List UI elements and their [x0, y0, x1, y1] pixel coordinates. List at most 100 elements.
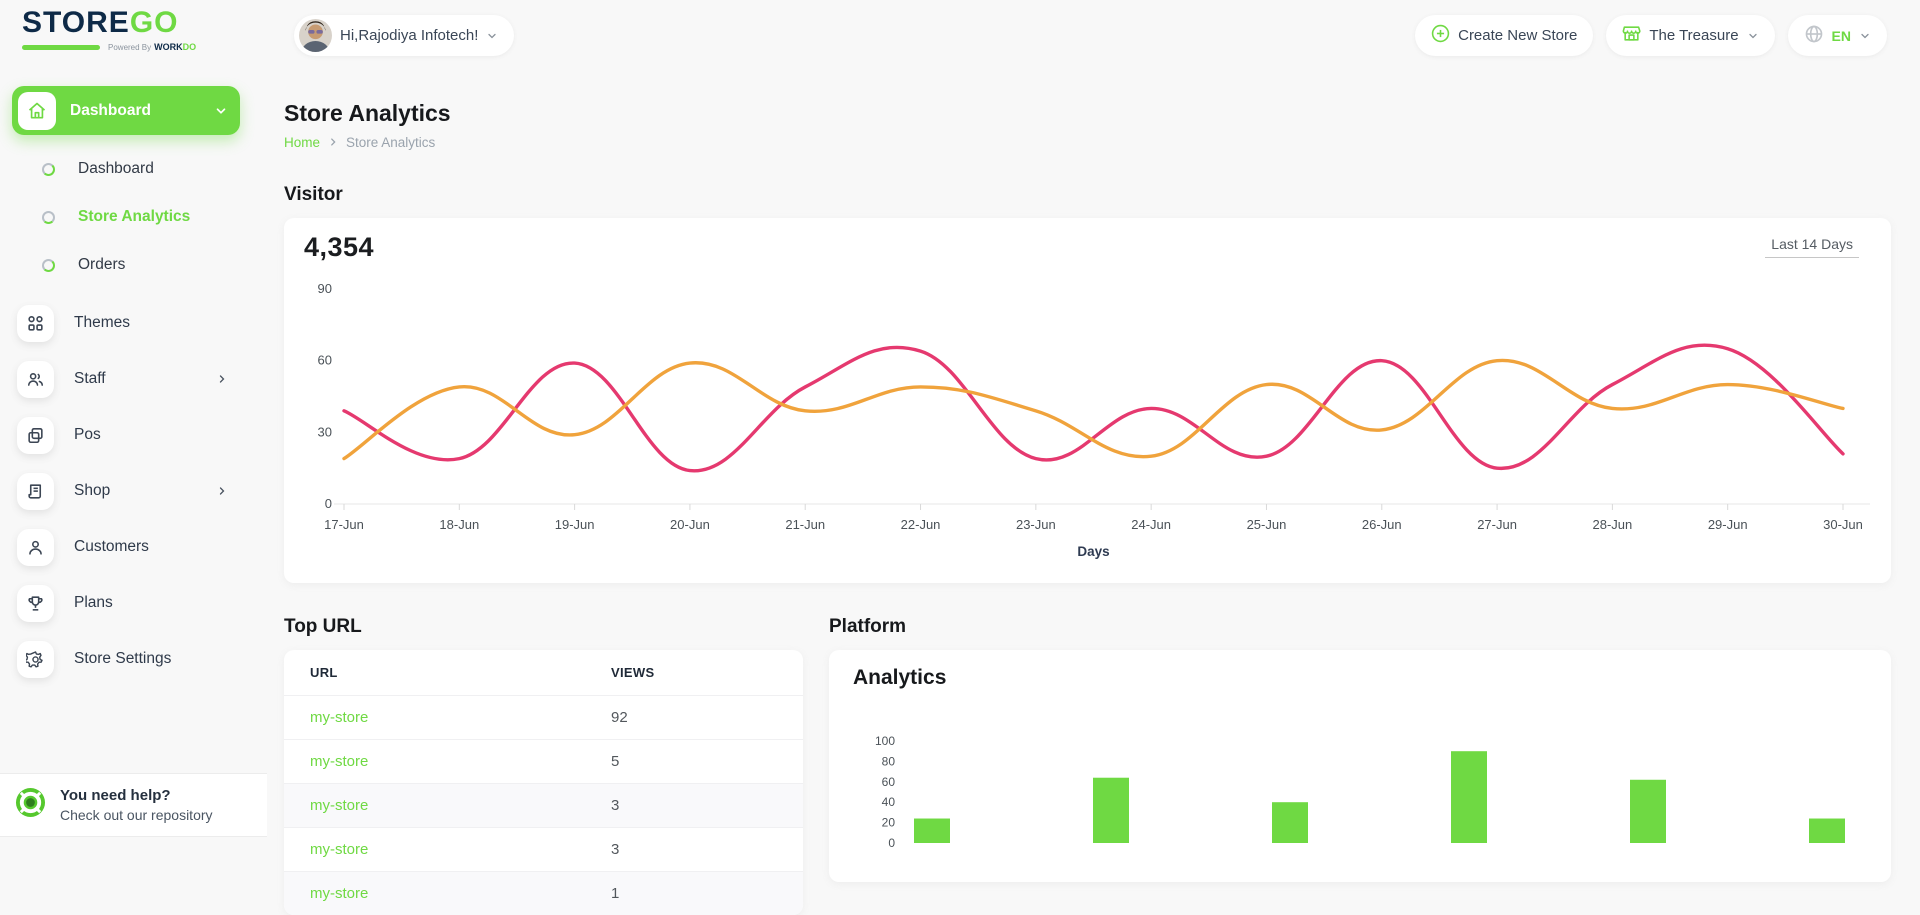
- sidebar-group-label: Dashboard: [70, 102, 214, 120]
- dot-icon: [42, 211, 55, 224]
- top-url-card: URL VIEWS my-store 92 my-store 5: [284, 650, 803, 915]
- sidebar-item-label: Staff: [74, 370, 106, 388]
- sidebar-item-shop[interactable]: Shop: [12, 463, 240, 519]
- views-value: 3: [585, 784, 803, 828]
- sidebar-item-label: Customers: [74, 538, 149, 556]
- url-link[interactable]: my-store: [310, 753, 368, 770]
- sidebar-item-pos[interactable]: Pos: [12, 407, 240, 463]
- sidebar-sublist: Dashboard Store Analytics Orders: [12, 145, 240, 289]
- sidebar-item-orders[interactable]: Orders: [12, 241, 240, 289]
- gear-icon: [17, 641, 54, 678]
- dot-icon: [42, 259, 55, 272]
- sidebar-group-dashboard[interactable]: Dashboard: [12, 86, 240, 135]
- views-value: 92: [585, 696, 803, 740]
- views-value: 1: [585, 872, 803, 915]
- storefront-icon: [1622, 24, 1641, 47]
- chevron-down-icon: [214, 104, 228, 118]
- app-logo[interactable]: STOREGO Powered By WORKDO: [22, 8, 222, 52]
- svg-text:40: 40: [882, 795, 896, 809]
- breadcrumb-current: Store Analytics: [346, 135, 435, 150]
- svg-text:26-Jun: 26-Jun: [1362, 517, 1402, 532]
- svg-text:0: 0: [325, 496, 332, 511]
- sidebar-item-plans[interactable]: Plans: [12, 575, 240, 631]
- themes-grid-icon: [17, 305, 54, 342]
- date-range-selector[interactable]: Last 14 Days: [1765, 236, 1859, 258]
- header: STOREGO Powered By WORKDO Hi,Rajodiya In…: [0, 0, 1920, 70]
- sidebar-item-store-analytics[interactable]: Store Analytics: [12, 193, 240, 241]
- customer-user-icon: [17, 529, 54, 566]
- svg-text:19-Jun: 19-Jun: [555, 517, 595, 532]
- svg-text:20-Jun: 20-Jun: [670, 517, 710, 532]
- chevron-down-icon: [486, 30, 498, 42]
- sidebar-item-customers[interactable]: Customers: [12, 519, 240, 575]
- svg-text:100: 100: [875, 734, 895, 748]
- logo-underline-bar: [22, 45, 100, 50]
- sidebar-item-themes[interactable]: Themes: [12, 295, 240, 351]
- url-link[interactable]: my-store: [310, 841, 368, 858]
- logo-store-text: STORE: [22, 6, 130, 39]
- user-avatar: [299, 19, 332, 52]
- lifebuoy-icon: [15, 787, 46, 823]
- sidebar-item-label: Dashboard: [78, 160, 154, 178]
- svg-text:20: 20: [882, 816, 896, 830]
- breadcrumb: Home Store Analytics: [284, 135, 1891, 150]
- svg-text:30: 30: [318, 424, 332, 439]
- top-url-table: URL VIEWS my-store 92 my-store 5: [284, 650, 803, 915]
- sidebar-item-store-settings[interactable]: Store Settings: [12, 631, 240, 687]
- user-avatar-image: [299, 19, 332, 52]
- svg-text:Days: Days: [1077, 544, 1109, 559]
- svg-text:18-Jun: 18-Jun: [439, 517, 479, 532]
- platform-card-title: Analytics: [853, 666, 946, 690]
- top-url-column: Top URL URL VIEWS my-store 92: [284, 616, 803, 915]
- help-text: You need help? Check out our repository: [60, 787, 213, 823]
- views-value: 3: [585, 828, 803, 872]
- svg-text:30-Jun: 30-Jun: [1823, 517, 1863, 532]
- url-link[interactable]: my-store: [310, 797, 368, 814]
- table-header-row: URL VIEWS: [284, 650, 803, 696]
- language-label: EN: [1832, 28, 1851, 44]
- svg-text:90: 90: [318, 281, 332, 296]
- logo-text: STOREGO: [22, 8, 222, 38]
- workdo-accent: DO: [183, 42, 197, 52]
- chevron-down-icon: [1859, 30, 1871, 42]
- breadcrumb-home-link[interactable]: Home: [284, 135, 320, 150]
- language-selector-button[interactable]: EN: [1788, 15, 1887, 56]
- help-box: You need help? Check out our repository: [0, 773, 267, 837]
- main-content: Store Analytics Home Store Analytics Vis…: [284, 80, 1891, 915]
- table-row: my-store 1: [284, 872, 803, 915]
- sidebar-item-label: Orders: [78, 256, 125, 274]
- sidebar-item-staff[interactable]: Staff: [12, 351, 240, 407]
- table-row: my-store 92: [284, 696, 803, 740]
- plus-circle-icon: [1431, 24, 1450, 47]
- svg-text:27-Jun: 27-Jun: [1477, 517, 1517, 532]
- table-row: my-store 3: [284, 828, 803, 872]
- svg-text:23-Jun: 23-Jun: [1016, 517, 1056, 532]
- sidebar-item-label: Shop: [74, 482, 110, 500]
- sidebar-item-dashboard[interactable]: Dashboard: [12, 145, 240, 193]
- sidebar-item-label: Store Settings: [74, 650, 171, 668]
- svg-text:60: 60: [882, 775, 896, 789]
- svg-text:60: 60: [318, 353, 332, 368]
- sidebar-item-label: Themes: [74, 314, 130, 332]
- top-url-section-title: Top URL: [284, 616, 803, 638]
- sidebar-item-label: Store Analytics: [78, 208, 190, 226]
- store-selector-label: The Treasure: [1649, 27, 1738, 44]
- bottom-row: Top URL URL VIEWS my-store 92: [284, 616, 1891, 915]
- svg-text:22-Jun: 22-Jun: [901, 517, 941, 532]
- svg-text:0: 0: [888, 836, 895, 850]
- svg-text:17-Jun: 17-Jun: [324, 517, 364, 532]
- chevron-right-icon: [216, 485, 228, 497]
- user-menu-button[interactable]: Hi,Rajodiya Infotech!: [294, 15, 514, 56]
- store-selector-button[interactable]: The Treasure: [1606, 15, 1774, 56]
- svg-text:25-Jun: 25-Jun: [1247, 517, 1287, 532]
- sidebar-item-label: Plans: [74, 594, 113, 612]
- url-link[interactable]: my-store: [310, 885, 368, 902]
- help-repository-link[interactable]: Check out our repository: [60, 807, 213, 823]
- header-actions: Create New Store The Treasure EN: [1415, 15, 1887, 56]
- create-new-store-button[interactable]: Create New Store: [1415, 15, 1593, 56]
- url-link[interactable]: my-store: [310, 709, 368, 726]
- create-new-store-label: Create New Store: [1458, 27, 1577, 44]
